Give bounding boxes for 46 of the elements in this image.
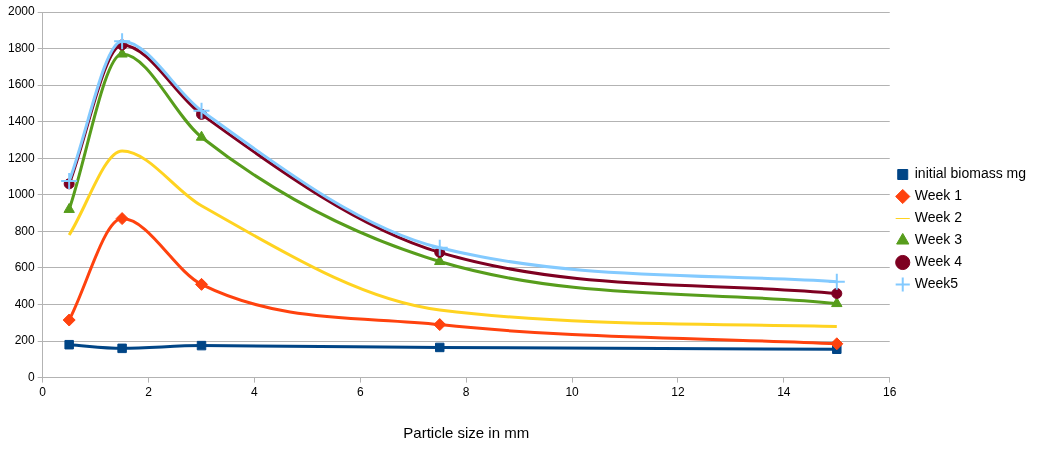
y-tick-label: 200: [14, 333, 36, 348]
point: [196, 340, 207, 351]
y-tick-label: 600: [14, 260, 36, 275]
point: [433, 318, 447, 332]
x-tick-label: 8: [462, 385, 470, 400]
x-tick-label: 6: [356, 385, 364, 400]
legend-label: initial biomass mg: [914, 165, 1026, 182]
legend-label: Week 2: [914, 209, 963, 226]
legend-label: Week 4: [914, 253, 963, 270]
x-tick-label: 4: [251, 385, 259, 400]
point: [115, 212, 129, 226]
y-tick-label: 1800: [7, 40, 36, 55]
point: [195, 130, 208, 141]
point: [192, 101, 211, 120]
y-tick-label: 2000: [7, 4, 36, 19]
y-tick-label: 400: [14, 296, 36, 311]
legend-label: Week 3: [914, 231, 963, 248]
x-axis-title: Particle size in mm: [403, 424, 530, 442]
line-series: [67, 149, 839, 328]
y-tick-label: 800: [14, 223, 36, 238]
point: [64, 339, 74, 350]
x-tick-label: 10: [565, 385, 580, 400]
point: [831, 297, 843, 308]
point: [195, 277, 209, 291]
point: [435, 342, 445, 353]
point: [827, 272, 846, 291]
point: [831, 288, 843, 300]
point: [63, 202, 75, 213]
y-tick-label: 0: [28, 369, 36, 384]
point: [62, 313, 76, 327]
x-tick-label: 16: [883, 385, 897, 400]
x-tick-label: 14: [777, 385, 791, 400]
point: [117, 343, 127, 354]
point: [60, 172, 79, 191]
y-tick-label: 1000: [7, 187, 36, 202]
y-tick-label: 1200: [7, 150, 36, 165]
x-tick-label: 2: [145, 385, 153, 400]
y-tick-label: 1600: [7, 77, 36, 92]
x-tick-label: 0: [39, 385, 47, 400]
legend-label: Week 1: [914, 187, 963, 204]
x-tick-label: 12: [671, 385, 685, 400]
y-tick-label: 1400: [7, 113, 36, 128]
point: [113, 32, 132, 51]
legend-label: Week5: [914, 275, 959, 292]
point: [830, 337, 844, 351]
point: [430, 238, 449, 257]
